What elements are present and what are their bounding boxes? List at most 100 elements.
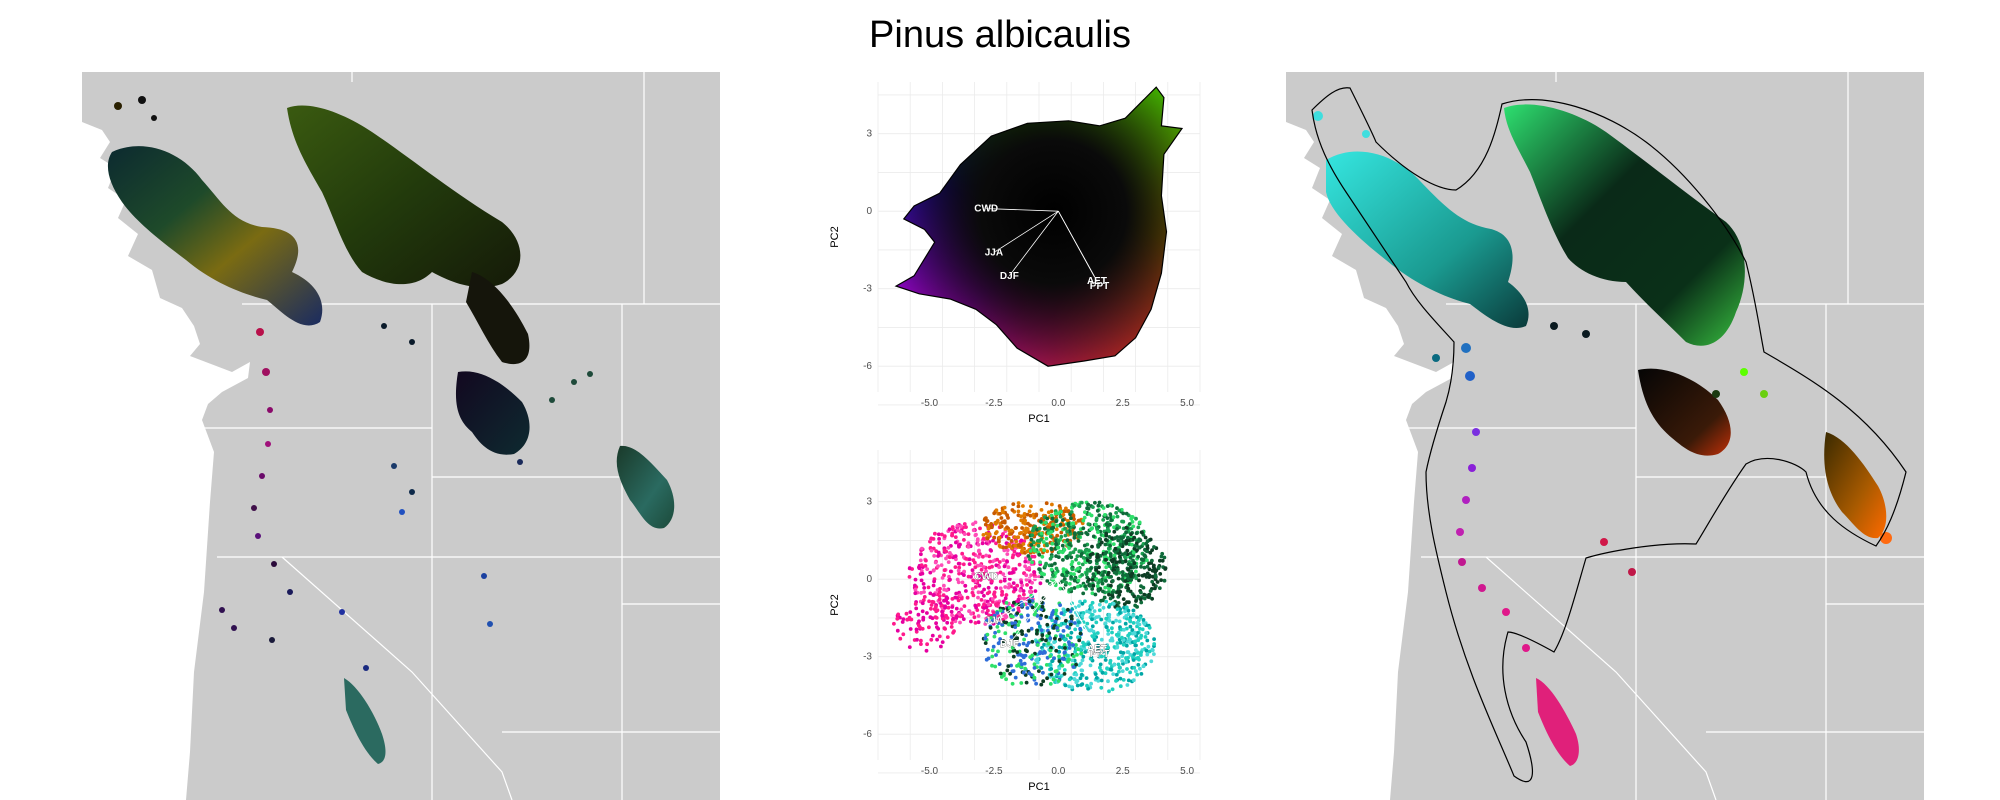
pca-bottom-point (976, 590, 981, 595)
pca-bottom-loading-label-cwd: CWD (974, 572, 998, 583)
pca-bottom-point (1076, 578, 1081, 583)
pca-top-loading-arrow (1009, 210, 1059, 276)
pca-bottom-point (1158, 572, 1163, 576)
pca-bottom-point (971, 571, 976, 576)
pca-bottom-point (1124, 605, 1129, 610)
pca-bottom-point (1118, 684, 1123, 689)
pca-bottom-point (950, 525, 955, 529)
pca-bottom-point (913, 577, 918, 582)
pca-bottom-point (1030, 605, 1035, 610)
pca-bottom-point (936, 550, 941, 555)
pca-bottom-point (1026, 628, 1031, 633)
pca-bottom-point (1062, 650, 1067, 655)
pca-bottom-point (1124, 614, 1129, 618)
pca-bottom-point (944, 556, 948, 561)
pca-bottom-point (994, 508, 999, 513)
pca-bottom-point (1046, 528, 1051, 533)
pca-bottom-point (1080, 601, 1085, 606)
pca-bottom-point (1066, 522, 1071, 526)
pca-bottom-point (1153, 586, 1157, 591)
pca-bottom-point (922, 595, 927, 599)
pca-bottom-point (1066, 607, 1070, 612)
pca-bottom-point (990, 619, 995, 623)
pca-bottom-point (1053, 636, 1057, 641)
pca-bottom-point (1152, 637, 1156, 641)
pca-bottom-point (954, 540, 958, 545)
pca-bottom-point (1032, 666, 1037, 670)
pca-bottom-point (986, 647, 990, 652)
pca-bottom-point (1124, 530, 1128, 535)
pca-bottom-point (940, 532, 944, 537)
pca-bottom-point (1000, 520, 1005, 525)
pca-bottom-point (1046, 510, 1051, 515)
pca-bottom-point (1076, 539, 1081, 543)
pca-bottom-point (995, 611, 1000, 615)
pca-bottom-point (1075, 652, 1079, 657)
pca-bottom-point (1137, 578, 1141, 583)
pca-bottom-point (921, 598, 926, 602)
pca-bottom-point (1110, 590, 1115, 595)
pca-bottom-point (1050, 541, 1055, 546)
pca-bottom-point (969, 619, 973, 624)
pca-bottom-point (1110, 626, 1114, 631)
pca-bottom-point (1006, 664, 1011, 668)
pca-bottom-point (923, 564, 928, 568)
pca-bottom-point (1135, 615, 1139, 620)
pca-bottom-point (935, 637, 939, 642)
pca-bottom-point (1021, 655, 1026, 660)
pca-bottom-point (1053, 611, 1058, 616)
pca-bottom-point (1138, 597, 1143, 602)
pca-bottom-point (1029, 673, 1034, 677)
pca-bottom-point (987, 613, 991, 618)
pca-bottom-point (1056, 545, 1060, 550)
pca-bottom-point (1074, 662, 1078, 667)
pca-bottom-point (1126, 608, 1131, 613)
pca-bottom-point (1016, 553, 1021, 558)
pca-bottom-point (1160, 558, 1165, 563)
pca-bottom-point (914, 627, 919, 632)
pca-bottom-point (995, 571, 1000, 576)
pca-bottom-point (1102, 570, 1107, 574)
pca-bottom-point (983, 522, 988, 527)
pca-bottom-loading-arrow (1057, 578, 1098, 650)
pca-bottom-y-axis-title: PC2 (829, 594, 841, 615)
pca-bottom-point (937, 541, 942, 545)
pca-bottom-point (1018, 544, 1023, 548)
pca-bottom-point (942, 626, 947, 631)
pca-bottom-point (1138, 666, 1142, 671)
pca-bottom-point (948, 569, 953, 574)
pca-bottom-point (924, 558, 928, 563)
pca-bottom-point (1052, 640, 1056, 645)
pca-bottom-point (929, 637, 934, 642)
pca-bottom-point (984, 516, 988, 520)
pca-bottom-point (1103, 513, 1107, 517)
pca-bottom-point (1148, 550, 1153, 555)
pca-bottom-point (1037, 669, 1041, 673)
pca-bottom-point (1147, 625, 1152, 630)
pca-bottom-point (983, 641, 988, 645)
pca-bottom-point (961, 617, 966, 621)
pca-bottom-point (940, 640, 945, 644)
pca-bottom-point (1104, 522, 1109, 527)
pca-bottom-point (1131, 550, 1136, 555)
pca-bottom-point (1132, 535, 1137, 540)
pca-bottom-point (1134, 599, 1138, 603)
pca-bottom-point (1057, 637, 1062, 642)
pca-bottom-point (904, 611, 909, 616)
pca-bottom-point (980, 590, 984, 595)
pca-bottom-point (1015, 583, 1020, 588)
pca-bottom-point (1121, 678, 1126, 682)
pca-bottom-point (1087, 577, 1091, 582)
range-patch-sierra-right (1536, 678, 1579, 766)
pca-bottom-point (1025, 512, 1030, 517)
pca-bottom-point (1163, 566, 1168, 570)
pca-bottom-point (1053, 511, 1058, 516)
pca-bottom-point (1011, 570, 1015, 575)
pca-bottom-point (1089, 527, 1093, 531)
pca-bottom-point (1117, 593, 1122, 597)
pca-bottom-point (1076, 566, 1080, 571)
pca-bottom-point (1021, 670, 1026, 675)
pca-bottom-point (1136, 662, 1141, 667)
pca-bottom-point (927, 625, 931, 630)
